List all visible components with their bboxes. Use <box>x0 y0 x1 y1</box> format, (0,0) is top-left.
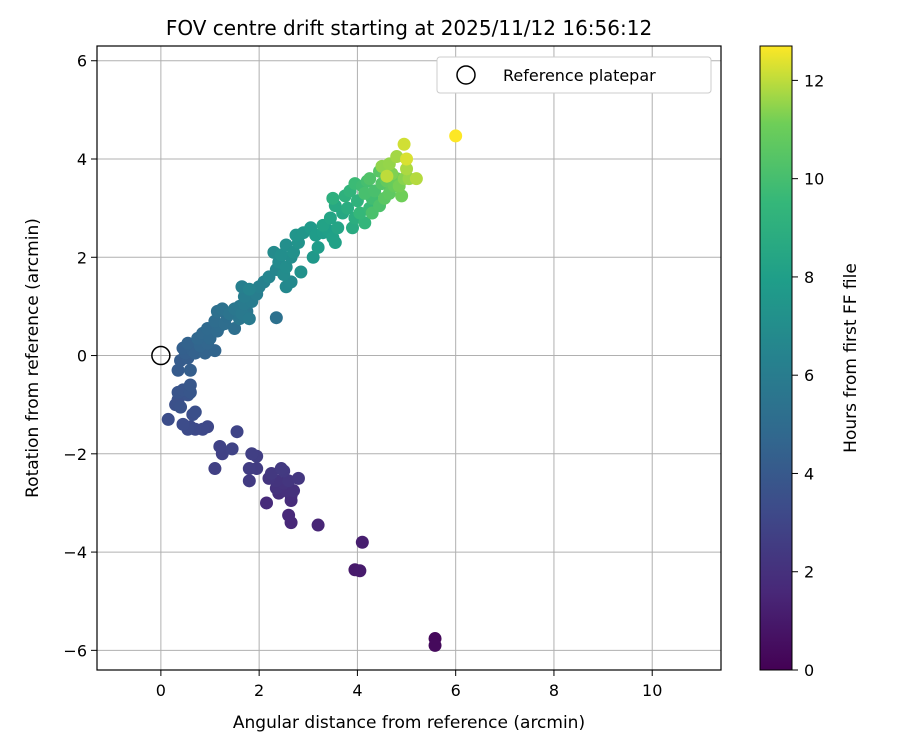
data-point <box>264 466 278 480</box>
data-point <box>260 496 274 510</box>
data-point <box>400 152 414 166</box>
data-point <box>328 236 342 250</box>
x-tick-label: 0 <box>156 681 166 700</box>
data-point <box>242 462 256 476</box>
data-point <box>291 471 305 485</box>
x-axis-label: Angular distance from reference (arcmin) <box>233 713 585 733</box>
y-tick-label: 0 <box>77 347 87 366</box>
data-point <box>311 518 325 532</box>
data-point <box>294 265 308 279</box>
legend-entry-reference: Reference platepar <box>503 66 656 85</box>
data-point <box>225 442 239 456</box>
data-point <box>274 248 288 262</box>
data-point <box>311 240 325 254</box>
legend-marker <box>456 65 476 85</box>
colorbar-tick-label: 6 <box>804 366 814 385</box>
colorbar-ticks: 0 2 4 6 8 10 12 <box>792 71 824 680</box>
y-axis-ticks: −6 −4 −2 0 2 4 6 <box>63 52 97 660</box>
data-point <box>341 201 355 215</box>
data-point <box>242 474 256 488</box>
x-tick-label: 8 <box>549 681 559 700</box>
data-point <box>282 474 296 488</box>
data-point <box>208 314 222 328</box>
data-point <box>245 447 259 461</box>
x-tick-label: 4 <box>352 681 362 700</box>
data-point <box>181 336 195 350</box>
data-point <box>345 221 359 235</box>
data-points <box>161 129 463 652</box>
reference-platepar-marker <box>151 345 171 366</box>
colorbar-tick-label: 2 <box>804 563 814 582</box>
data-point <box>161 412 175 426</box>
data-point <box>449 129 463 143</box>
data-point <box>306 250 320 264</box>
y-tick-label: 4 <box>77 150 87 169</box>
colorbar-gradient <box>759 45 793 671</box>
x-axis-ticks: 0 2 4 6 8 10 <box>156 670 662 700</box>
data-point <box>331 221 345 235</box>
data-point <box>355 535 369 549</box>
data-point <box>213 439 227 453</box>
data-point <box>409 172 423 186</box>
data-point <box>230 425 244 439</box>
data-point <box>176 417 190 431</box>
data-point <box>363 172 377 186</box>
data-point <box>269 311 283 325</box>
colorbar-label: Hours from first FF file <box>841 263 861 453</box>
data-point <box>395 189 409 203</box>
data-point <box>287 484 301 498</box>
data-point <box>358 216 372 230</box>
colorbar-tick-label: 12 <box>804 71 824 90</box>
data-point <box>390 150 404 164</box>
x-tick-label: 10 <box>642 681 662 700</box>
colorbar-tick-label: 0 <box>804 661 814 680</box>
colorbar-tick-label: 10 <box>804 170 824 189</box>
data-point <box>380 169 394 183</box>
data-point <box>183 363 197 377</box>
legend: Reference platepar <box>436 56 712 94</box>
y-axis-label: Rotation from reference (arcmin) <box>23 218 43 498</box>
data-point <box>428 638 442 652</box>
data-point <box>323 211 337 225</box>
y-tick-label: −6 <box>63 641 87 660</box>
data-point <box>282 508 296 522</box>
data-point <box>326 191 340 205</box>
colorbar-tick-label: 8 <box>804 268 814 287</box>
data-point <box>397 137 411 151</box>
data-point <box>242 312 256 326</box>
chart-title: FOV centre drift starting at 2025/11/12 … <box>166 16 652 40</box>
data-point <box>242 282 256 296</box>
colorbar: 0 2 4 6 8 10 12 Hours from first FF file <box>759 45 861 680</box>
x-tick-label: 2 <box>254 681 264 700</box>
y-tick-label: 6 <box>77 52 87 71</box>
data-point <box>400 162 414 176</box>
x-tick-label: 6 <box>451 681 461 700</box>
plot-frame <box>96 45 722 671</box>
data-point <box>287 245 301 259</box>
data-point <box>228 322 242 336</box>
legend-box <box>436 56 712 94</box>
y-tick-label: 2 <box>77 248 87 267</box>
data-point <box>353 206 367 220</box>
data-point <box>208 462 222 476</box>
data-point <box>274 462 288 476</box>
data-point <box>171 363 185 377</box>
y-tick-label: −2 <box>63 445 87 464</box>
data-point <box>353 564 367 578</box>
colorbar-tick-label: 4 <box>804 464 814 483</box>
data-point <box>358 186 372 200</box>
data-point <box>174 400 188 414</box>
y-tick-label: −4 <box>63 543 87 562</box>
data-point <box>188 405 202 419</box>
data-point <box>279 260 293 274</box>
data-point <box>183 378 197 392</box>
